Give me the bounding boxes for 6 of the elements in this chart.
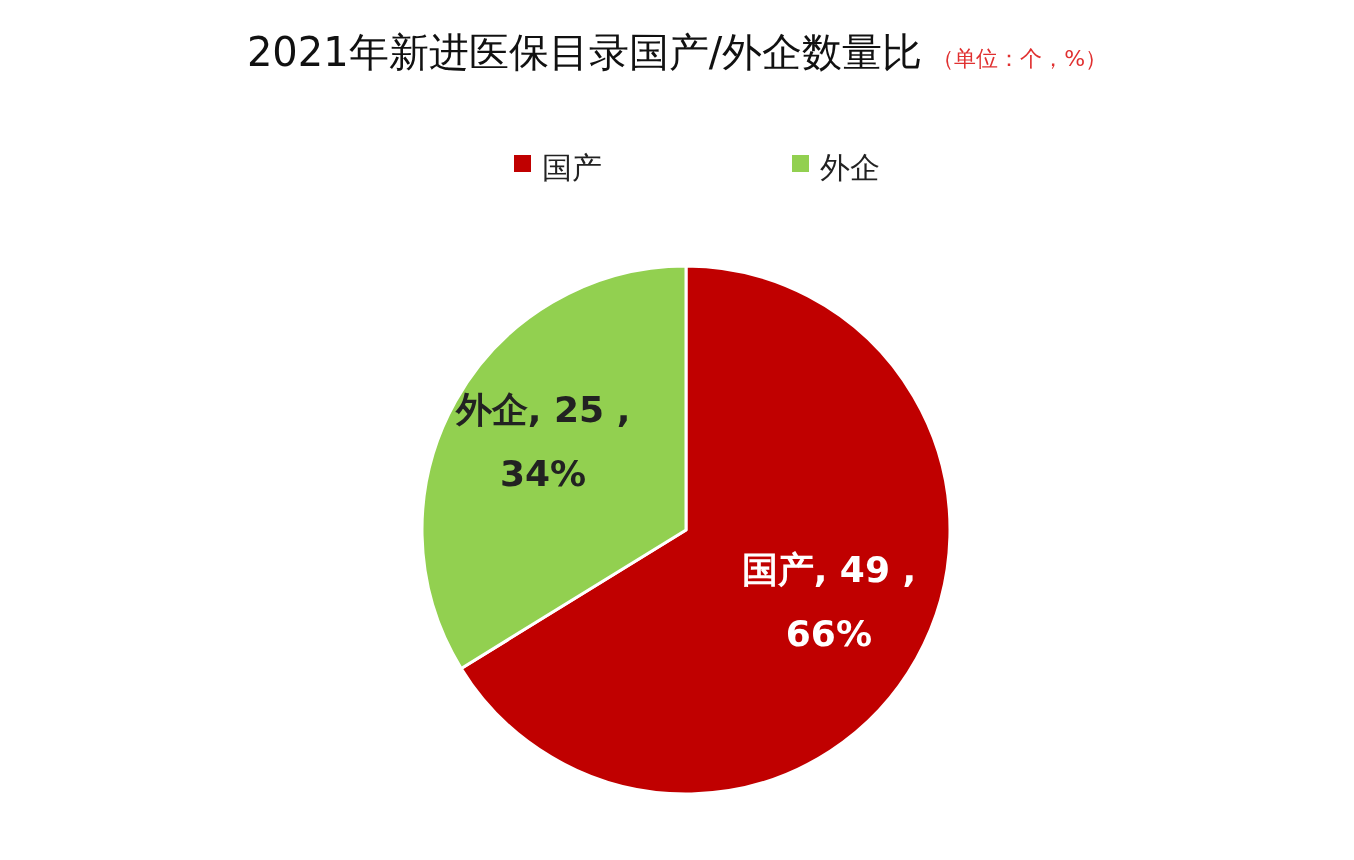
title: 2021年新进医保目录国产/外企数量比 （单位：个，%） (246, 29, 1108, 75)
data-label: 国产, 49 , 66% (741, 548, 917, 654)
data-label: 外企, 25 , 34% (454, 389, 631, 495)
legend-label: 国产 (542, 149, 602, 185)
pie-slice (420, 264, 688, 670)
legend-label: 外企 (820, 149, 880, 185)
